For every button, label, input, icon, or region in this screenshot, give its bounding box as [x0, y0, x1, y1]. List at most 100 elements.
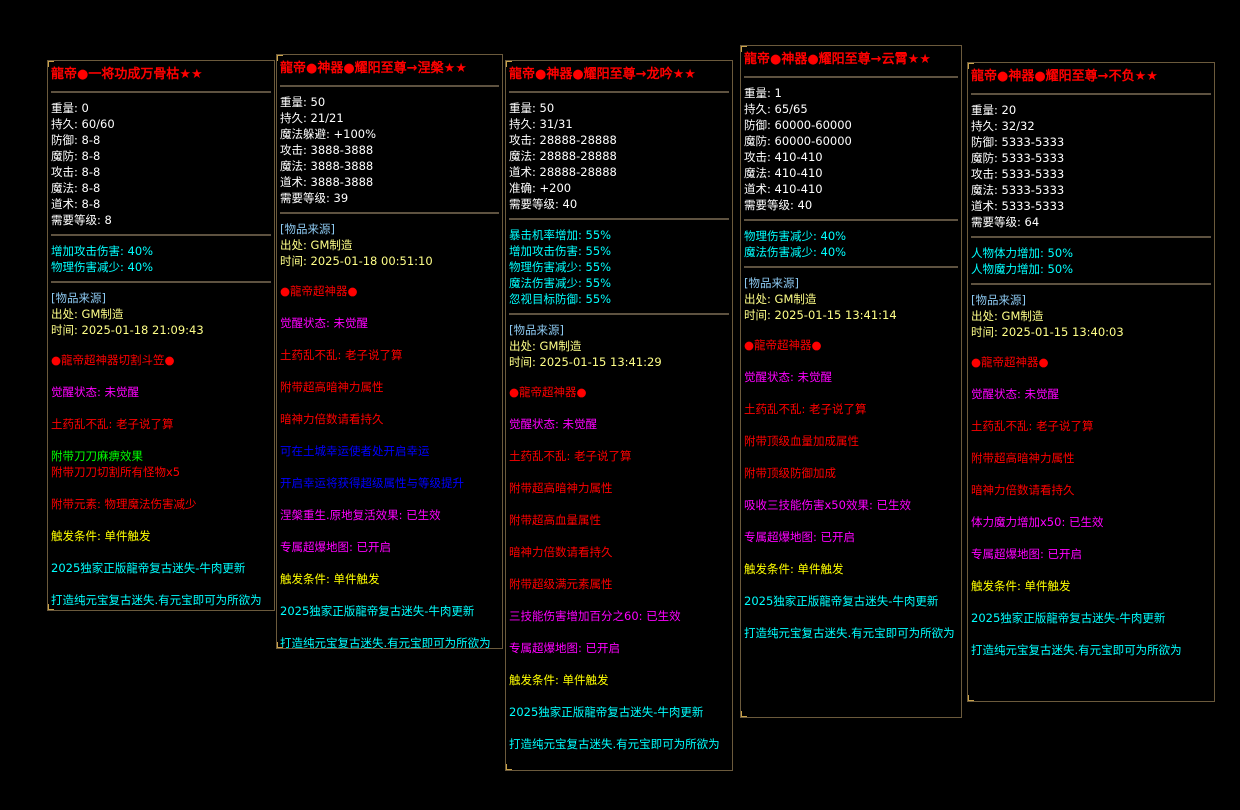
effect-group: 土药乱不乱: 老子说了算	[280, 347, 499, 363]
stat-line: 道术: 8-8	[51, 197, 101, 211]
effect-group: 附带超高暗神力属性	[509, 480, 729, 496]
item-title: 龍帝●神器●耀阳至尊→云霄★★	[744, 52, 931, 67]
effect-group: 触发条件: 单件触发	[51, 528, 271, 544]
effect-line: ●龍帝超神器切割斗笠●	[51, 353, 175, 367]
effect-line: 土药乱不乱: 老子说了算	[280, 348, 403, 362]
source-label: [物品来源]	[51, 291, 106, 305]
effect-group: 触发条件: 单件触发	[744, 561, 958, 577]
effect-group: 触发条件: 单件触发	[509, 672, 729, 688]
attribute-line: 魔法伤害减少: 55%	[509, 276, 612, 290]
source-label: [物品来源]	[744, 276, 799, 290]
effect-group: ●龍帝超神器●	[280, 283, 499, 299]
attribute-line: 物理伤害减少: 40%	[51, 260, 154, 274]
effect-line: 附带超级满元素属性	[509, 577, 613, 591]
effect-group: 土药乱不乱: 老子说了算	[744, 401, 958, 417]
source-label: [物品来源]	[280, 222, 335, 236]
item-title: 龍帝●神器●耀阳至尊→龙吟★★	[509, 67, 696, 82]
effect-line: 打造纯元宝复古迷失.有元宝即可为所欲为	[744, 626, 955, 640]
source-origin: 出处: GM制造	[280, 238, 353, 252]
attribute-line: 人物体力增加: 50%	[971, 246, 1074, 260]
effect-group: 2025独家正版龍帝复古迷失-牛肉更新	[744, 593, 958, 609]
effect-group: ●龍帝超神器●	[744, 337, 958, 353]
effect-group: 2025独家正版龍帝复古迷失-牛肉更新	[51, 560, 271, 576]
effect-line: 觉醒状态: 未觉醒	[744, 370, 833, 384]
stat-line: 道术: 410-410	[744, 182, 823, 196]
source-label: [物品来源]	[971, 293, 1026, 307]
stat-line: 魔防: 8-8	[51, 149, 101, 163]
effect-line: 体力魔力增加x50: 已生效	[971, 515, 1104, 529]
effect-group: 土药乱不乱: 老子说了算	[971, 418, 1211, 434]
effect-line: 土药乱不乱: 老子说了算	[744, 402, 867, 416]
divider	[51, 234, 271, 236]
item-tooltip-panel: 龍帝●神器●耀阳至尊→涅槃★★ 重量: 50 持久: 21/21 魔法躲避: +100…	[276, 54, 503, 649]
source-label: [物品来源]	[509, 323, 564, 337]
effect-group: 觉醒状态: 未觉醒	[971, 386, 1211, 402]
effect-group: 2025独家正版龍帝复古迷失-牛肉更新	[509, 704, 729, 720]
attribute-line: 魔法伤害减少: 40%	[744, 245, 847, 259]
effect-line: 打造纯元宝复古迷失.有元宝即可为所欲为	[971, 643, 1182, 657]
source-time: 时间: 2025-01-15 13:41:29	[509, 355, 662, 369]
effect-line: ●龍帝超神器●	[280, 284, 358, 298]
stat-line: 道术: 28888-28888	[509, 165, 617, 179]
stat-line: 持久: 60/60	[51, 117, 115, 131]
stat-line: 持久: 32/32	[971, 119, 1035, 133]
divider	[744, 76, 958, 78]
divider	[51, 281, 271, 283]
effect-line: 附带刀刀麻痹效果	[51, 449, 143, 463]
effect-group: 2025独家正版龍帝复古迷失-牛肉更新	[280, 603, 499, 619]
stat-line: 需要等级: 39	[280, 191, 349, 205]
stat-line: 需要等级: 8	[51, 213, 112, 227]
attribute-line: 人物魔力增加: 50%	[971, 262, 1074, 276]
effect-line: 觉醒状态: 未觉醒	[509, 417, 598, 431]
effect-line: 三技能伤害增加百分之60: 已生效	[509, 609, 681, 623]
effect-group: 打造纯元宝复古迷失.有元宝即可为所欲为	[971, 642, 1211, 658]
effect-line: 附带顶级防御加成	[744, 466, 836, 480]
source-time: 时间: 2025-01-15 13:41:14	[744, 308, 897, 322]
item-tooltip-panel: 龍帝●一将功成万骨枯★★ 重量: 0 持久: 60/60 防御: 8-8 魔防: 8-8…	[47, 60, 275, 611]
stat-line: 魔法: 8-8	[51, 181, 101, 195]
stat-line: 防御: 5333-5333	[971, 135, 1065, 149]
effect-line: 附带超高血量属性	[509, 513, 601, 527]
effect-group: ●龍帝超神器●	[971, 354, 1211, 370]
stat-line: 攻击: 410-410	[744, 150, 823, 164]
divider	[744, 219, 958, 221]
stat-line: 魔法: 410-410	[744, 166, 823, 180]
effect-line: 触发条件: 单件触发	[744, 562, 844, 576]
effect-line: 2025独家正版龍帝复古迷失-牛肉更新	[280, 604, 475, 618]
effect-line: 开启幸运将获得超级属性与等级提升	[280, 476, 464, 490]
effect-line: 专属超爆地图: 已开启	[280, 540, 392, 554]
stat-line: 持久: 31/31	[509, 117, 573, 131]
effect-line: ●龍帝超神器●	[509, 385, 587, 399]
effect-group: ●龍帝超神器切割斗笠●	[51, 352, 271, 368]
effect-line: 附带超高暗神力属性	[509, 481, 613, 495]
stat-line: 魔法: 28888-28888	[509, 149, 617, 163]
source-time: 时间: 2025-01-18 00:51:10	[280, 254, 433, 268]
effect-group: 觉醒状态: 未觉醒	[280, 315, 499, 331]
source-origin: 出处: GM制造	[509, 339, 582, 353]
effect-group: 土药乱不乱: 老子说了算	[51, 416, 271, 432]
item-tooltip-panel: 龍帝●神器●耀阳至尊→云霄★★ 重量: 1 持久: 65/65 防御: 60000-6…	[740, 45, 962, 718]
effect-group: 暗神力倍数请看持久	[971, 482, 1211, 498]
stat-line: 道术: 5333-5333	[971, 199, 1065, 213]
effect-group: 触发条件: 单件触发	[971, 578, 1211, 594]
effect-line: 吸收三技能伤害x50效果: 已生效	[744, 498, 911, 512]
stat-line: 持久: 65/65	[744, 102, 808, 116]
effect-line: 2025独家正版龍帝复古迷失-牛肉更新	[509, 705, 704, 719]
stat-line: 攻击: 3888-3888	[280, 143, 374, 157]
effect-line: 打造纯元宝复古迷失.有元宝即可为所欲为	[509, 737, 720, 751]
effect-group: 打造纯元宝复古迷失.有元宝即可为所欲为	[509, 736, 729, 752]
stat-line: 魔法: 3888-3888	[280, 159, 374, 173]
effect-line: 觉醒状态: 未觉醒	[971, 387, 1060, 401]
effect-line: 2025独家正版龍帝复古迷失-牛肉更新	[971, 611, 1166, 625]
effect-line: 2025独家正版龍帝复古迷失-牛肉更新	[744, 594, 939, 608]
effect-line: 附带刀刀切割所有怪物x5	[51, 465, 181, 479]
effect-line: 附带超高暗神力属性	[280, 380, 384, 394]
effect-group: 附带超高血量属性	[509, 512, 729, 528]
effect-line: ●龍帝超神器●	[744, 338, 822, 352]
attribute-line: 忽视目标防御: 55%	[509, 292, 612, 306]
effect-line: 附带超高暗神力属性	[971, 451, 1075, 465]
effect-group: 专属超爆地图: 已开启	[509, 640, 729, 656]
attribute-line: 物理伤害减少: 40%	[744, 229, 847, 243]
stat-line: 重量: 1	[744, 86, 782, 100]
source-origin: 出处: GM制造	[971, 309, 1044, 323]
